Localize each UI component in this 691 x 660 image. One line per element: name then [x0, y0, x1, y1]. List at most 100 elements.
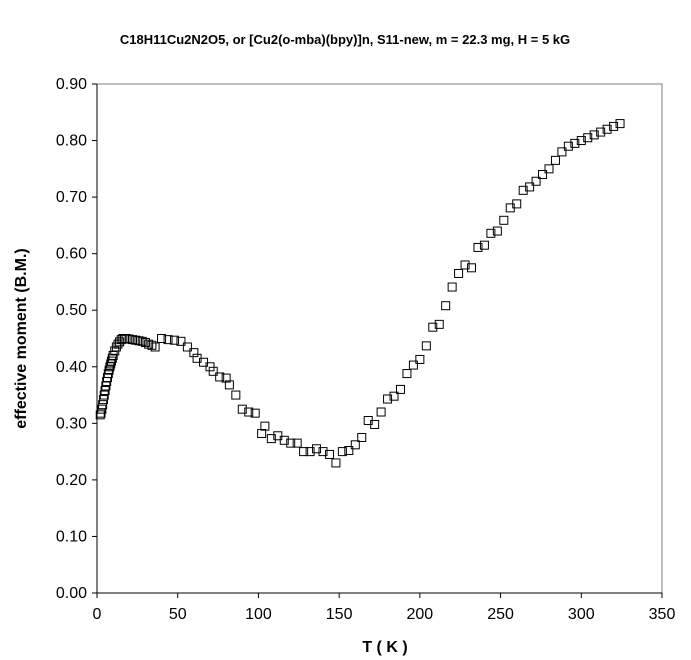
data-point	[137, 336, 147, 346]
data-point	[157, 334, 167, 343]
data-point	[250, 408, 260, 418]
data-point	[111, 342, 121, 352]
data-point	[189, 348, 199, 358]
data-point	[305, 447, 315, 457]
x-tick-label: 250	[487, 606, 514, 623]
data-point	[215, 372, 225, 382]
data-point	[98, 400, 108, 410]
chart-title: C18H11Cu2N2O5, or [Cu2(o-mba)(bpy)]n, S1…	[120, 32, 570, 47]
data-point	[563, 141, 573, 151]
y-tick-label: 0.80	[56, 133, 87, 150]
data-point	[596, 127, 606, 137]
data-point	[182, 342, 192, 352]
data-point	[512, 199, 522, 209]
data-point	[473, 242, 483, 252]
data-point	[479, 240, 489, 250]
data-point	[147, 340, 157, 350]
data-point	[421, 341, 431, 351]
data-point	[107, 356, 117, 366]
y-tick-label: 0.70	[56, 189, 87, 206]
data-point	[299, 447, 309, 457]
data-point	[415, 354, 425, 364]
data-point	[266, 434, 276, 444]
y-tick-label: 0.90	[56, 76, 87, 93]
data-point	[163, 335, 173, 345]
data-point	[98, 395, 108, 405]
data-point	[518, 185, 528, 195]
data-point	[331, 458, 341, 468]
data-point	[486, 228, 496, 238]
data-point	[441, 301, 451, 311]
data-point	[531, 176, 541, 186]
y-tick-label: 0.30	[56, 415, 87, 432]
data-point	[576, 136, 586, 146]
data-point	[525, 182, 535, 192]
y-axis-label-group: effective moment (B.M.)	[13, 248, 30, 428]
data-point	[312, 444, 322, 454]
data-point	[602, 124, 612, 134]
y-tick-label: 0.20	[56, 472, 87, 489]
data-point	[447, 282, 457, 292]
data-point	[221, 373, 231, 383]
data-point	[103, 369, 113, 379]
data-point	[318, 447, 328, 457]
data-point	[199, 357, 209, 367]
data-point	[121, 334, 131, 343]
data-point	[231, 390, 241, 400]
data-point	[395, 384, 405, 394]
data-point	[434, 319, 444, 329]
data-point	[383, 394, 393, 404]
data-point	[257, 429, 267, 439]
y-tick-label: 0.40	[56, 359, 87, 376]
data-point	[131, 335, 141, 345]
x-tick-label: 100	[245, 606, 272, 623]
y-tick-label: 0.50	[56, 302, 87, 319]
data-point	[144, 339, 154, 349]
y-tick-label: 0.10	[56, 528, 87, 545]
data-point	[376, 407, 386, 417]
data-point	[208, 366, 218, 376]
data-point	[124, 334, 134, 344]
x-tick-label: 300	[568, 606, 595, 623]
y-tick-label: 0.00	[56, 585, 87, 602]
data-point	[615, 119, 625, 129]
data-point	[169, 335, 179, 345]
x-axis-label: T ( K )	[362, 639, 407, 656]
data-point	[150, 342, 160, 352]
data-point	[244, 407, 254, 417]
data-point	[134, 336, 144, 346]
data-point	[292, 438, 302, 448]
data-point	[104, 365, 114, 375]
data-points	[95, 119, 625, 468]
data-point	[99, 390, 109, 400]
plot-area-frame	[96, 83, 663, 594]
x-tick-label: 350	[649, 606, 676, 623]
data-point	[344, 445, 354, 455]
data-point	[460, 260, 470, 270]
y-tick-label: 0.60	[56, 246, 87, 263]
y-axis-label: effective moment (B.M.)	[13, 248, 30, 428]
data-point	[337, 447, 347, 457]
data-point	[279, 435, 289, 445]
data-point	[408, 360, 418, 370]
data-point	[100, 386, 110, 396]
data-point	[538, 169, 548, 179]
data-point	[570, 138, 580, 148]
axes: 0.00 0.10 0.20 0.30 0.40 0.50 0.60 0.70 0.80 0.90…	[56, 76, 676, 623]
data-point	[237, 404, 247, 414]
data-point	[97, 404, 107, 414]
data-point	[428, 322, 438, 332]
data-point	[550, 155, 560, 165]
x-tick-label: 200	[407, 606, 434, 623]
data-point	[583, 133, 593, 143]
data-point	[95, 410, 105, 420]
data-point	[107, 353, 117, 363]
data-point	[454, 268, 464, 278]
data-point	[113, 339, 123, 349]
data-point	[324, 449, 334, 459]
data-point	[544, 164, 554, 174]
x-tick-label: 150	[326, 606, 353, 623]
data-point	[357, 432, 367, 442]
data-point	[402, 369, 412, 379]
